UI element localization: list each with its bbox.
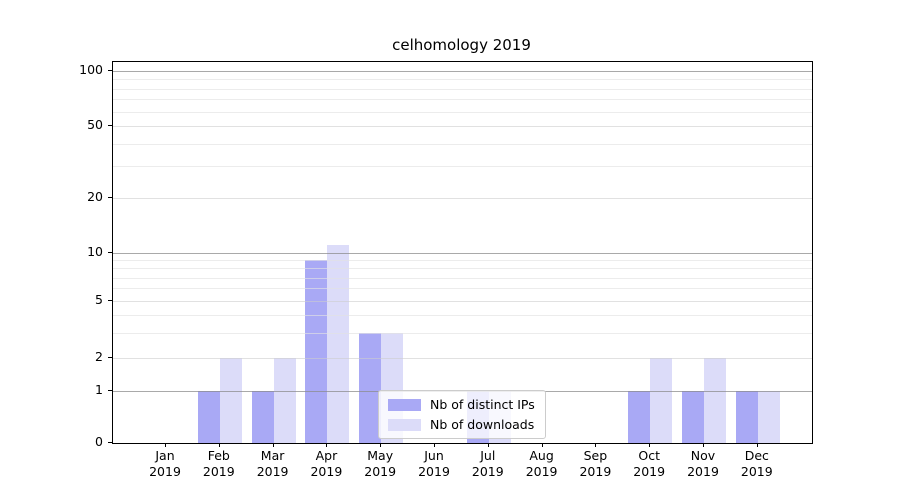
bar-nov-downloads bbox=[704, 358, 726, 443]
bar-mar-distinct-ips bbox=[251, 391, 274, 443]
gridline-70 bbox=[113, 99, 812, 100]
gridline-7 bbox=[113, 278, 812, 279]
y-tick-mark-100 bbox=[108, 70, 112, 71]
x-tick-label-jan: Jan 2019 bbox=[149, 448, 181, 479]
gridline-50 bbox=[113, 126, 812, 127]
x-tick-mark-may bbox=[380, 443, 381, 447]
gridline-2 bbox=[113, 358, 812, 359]
bar-may-distinct-ips bbox=[359, 332, 382, 443]
gridline-4 bbox=[113, 315, 812, 316]
y-tick-label-100: 100 bbox=[79, 62, 103, 77]
x-tick-label-oct: Oct 2019 bbox=[633, 448, 666, 479]
y-tick-label-5: 5 bbox=[95, 292, 103, 307]
x-tick-mark-nov bbox=[703, 443, 704, 447]
legend-swatch-distinct-ips-icon bbox=[388, 398, 421, 411]
gridline-8 bbox=[113, 268, 812, 269]
gridline-3 bbox=[113, 333, 812, 334]
gridline-20 bbox=[113, 198, 812, 199]
x-tick-label-apr: Apr 2019 bbox=[310, 448, 343, 479]
bar-feb-distinct-ips bbox=[197, 391, 220, 443]
x-tick-mark-jul bbox=[488, 443, 489, 447]
bar-mar-downloads bbox=[273, 358, 296, 443]
bar-dec-distinct-ips bbox=[735, 391, 758, 443]
x-tick-label-mar: Mar 2019 bbox=[256, 448, 289, 479]
gridline-60 bbox=[113, 112, 812, 113]
bar-apr-downloads bbox=[327, 245, 350, 443]
x-tick-mark-mar bbox=[273, 443, 274, 447]
x-tick-mark-oct bbox=[649, 443, 650, 447]
plot-area: Nb of distinct IPs Nb of downloads bbox=[112, 61, 813, 444]
y-tick-label-20: 20 bbox=[87, 189, 103, 204]
bar-nov-distinct-ips bbox=[682, 391, 704, 443]
y-tick-mark-0 bbox=[108, 442, 112, 443]
x-tick-mark-aug bbox=[542, 443, 543, 447]
legend: Nb of distinct IPs Nb of downloads bbox=[378, 390, 546, 439]
gridline-100 bbox=[113, 71, 812, 72]
y-tick-label-2: 2 bbox=[95, 349, 103, 364]
x-tick-mark-jun bbox=[434, 443, 435, 447]
y-tick-label-0: 0 bbox=[95, 434, 103, 449]
x-tick-mark-dec bbox=[757, 443, 758, 447]
y-tick-label-50: 50 bbox=[87, 117, 103, 132]
legend-label-distinct-ips: Nb of distinct IPs bbox=[430, 397, 535, 412]
x-tick-label-may: May 2019 bbox=[364, 448, 397, 479]
x-tick-label-nov: Nov 2019 bbox=[687, 448, 719, 479]
gridline-10 bbox=[113, 253, 812, 254]
gridline-6 bbox=[113, 288, 812, 289]
y-tick-mark-10 bbox=[108, 252, 112, 253]
gridline-40 bbox=[113, 144, 812, 145]
bar-oct-distinct-ips bbox=[628, 391, 651, 443]
legend-item-distinct-ips: Nb of distinct IPs bbox=[388, 397, 536, 412]
x-tick-label-jun: Jun 2019 bbox=[418, 448, 450, 479]
bar-feb-downloads bbox=[219, 358, 242, 443]
x-tick-label-jul: Jul 2019 bbox=[471, 448, 504, 479]
gridlines-layer bbox=[113, 62, 812, 443]
legend-swatch-downloads-icon bbox=[388, 418, 421, 431]
y-tick-mark-20 bbox=[108, 197, 112, 198]
y-tick-mark-5 bbox=[108, 300, 112, 301]
x-tick-mark-jan bbox=[165, 443, 166, 447]
gridline-90 bbox=[113, 79, 812, 80]
x-tick-mark-sep bbox=[595, 443, 596, 447]
bar-dec-downloads bbox=[757, 391, 780, 443]
y-tick-mark-1 bbox=[108, 390, 112, 391]
y-tick-mark-50 bbox=[108, 125, 112, 126]
x-tick-mark-feb bbox=[219, 443, 220, 447]
legend-label-downloads: Nb of downloads bbox=[430, 417, 535, 432]
x-tick-mark-apr bbox=[326, 443, 327, 447]
gridline-30 bbox=[113, 166, 812, 167]
x-tick-label-dec: Dec 2019 bbox=[740, 448, 773, 479]
y-tick-label-1: 1 bbox=[95, 382, 103, 397]
x-tick-label-sep: Sep 2019 bbox=[579, 448, 612, 479]
chart-title: celhomology 2019 bbox=[392, 36, 531, 54]
legend-item-downloads: Nb of downloads bbox=[388, 417, 536, 432]
y-tick-label-10: 10 bbox=[87, 244, 103, 259]
gridline-80 bbox=[113, 89, 812, 90]
gridline-5 bbox=[113, 301, 812, 302]
x-tick-label-feb: Feb 2019 bbox=[202, 448, 235, 479]
bar-oct-downloads bbox=[650, 358, 673, 443]
bar-apr-distinct-ips bbox=[305, 260, 328, 443]
y-tick-mark-2 bbox=[108, 357, 112, 358]
gridline-9 bbox=[113, 260, 812, 261]
x-tick-label-aug: Aug 2019 bbox=[525, 448, 558, 479]
